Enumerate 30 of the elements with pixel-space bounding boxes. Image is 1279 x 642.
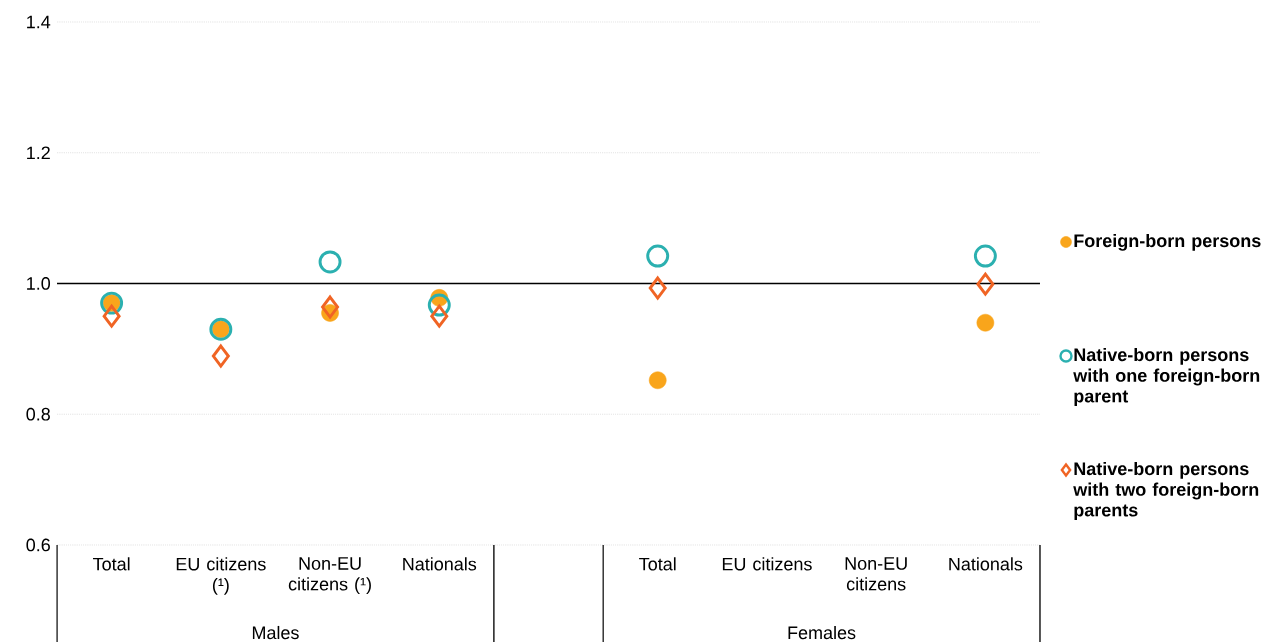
point [102,304,121,328]
legend-label: Native-born persons with one foreign-born parent [1073,347,1260,407]
x-tick-label: Non-EU citizens [845,557,907,591]
point [648,371,667,390]
point [430,304,449,328]
legend-label: Foreign-born persons [1074,233,1261,251]
text: Females [788,625,856,640]
x-tick-label: Non-EU citizens (¹) [288,557,371,595]
y-tick-label: 1.0 [27,277,51,290]
point [973,244,997,268]
x-tick-label: Nationals [949,557,1023,571]
y-tick-label: 1.2 [27,146,50,160]
point [648,276,667,300]
point [321,295,340,319]
legend-label: Native-born persons with two foreign-born parents [1073,461,1259,521]
y-tick-label: 0.6 [26,538,50,552]
x-tick-label: EU citizens (¹) [176,557,266,595]
point [646,244,670,268]
point [211,344,230,368]
text: Males [252,625,299,640]
x-tick-label: Total [93,557,130,571]
y-tick-label: 0.8 [26,407,50,421]
point [427,293,451,317]
x-tick-label: Total [639,557,676,571]
point [976,313,995,332]
x-tick-label: EU citizens [722,557,812,571]
point [976,272,995,296]
y-tick-label: 1.4 [27,15,51,29]
point [318,250,342,274]
x-tick-label: Nationals [403,557,477,571]
